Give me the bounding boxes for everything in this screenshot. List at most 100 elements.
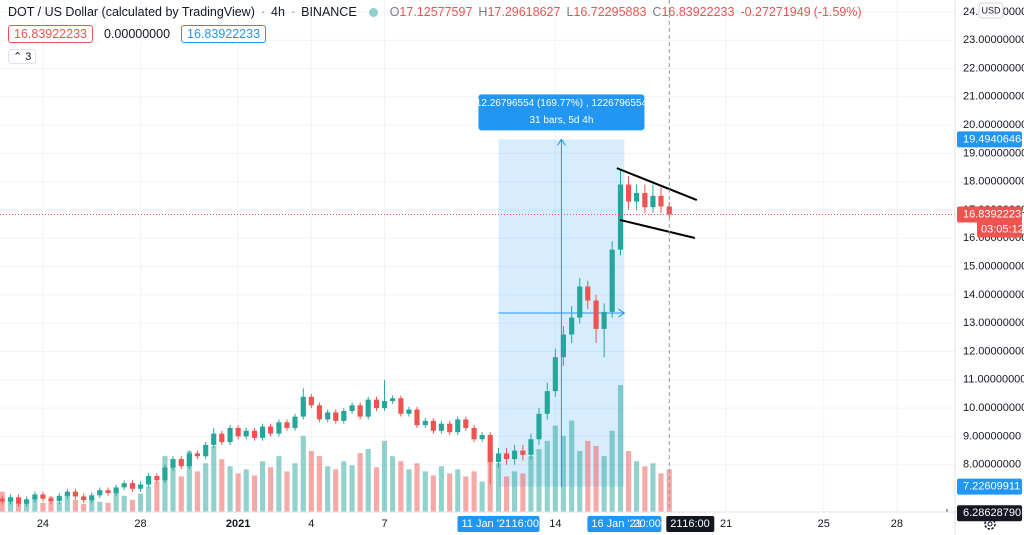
status-dot — [368, 7, 378, 17]
candle-body — [438, 423, 444, 431]
volume-bar — [186, 451, 192, 512]
candle-body — [471, 427, 477, 440]
volume-bar — [137, 493, 144, 512]
volume-bar — [398, 461, 404, 512]
cursor-time-label: 21 — [670, 518, 682, 530]
countdown-label-bg — [977, 221, 1022, 238]
candle-body — [642, 193, 648, 208]
volume-bar — [528, 456, 534, 512]
candle-body — [398, 398, 404, 414]
volume-bar — [146, 486, 152, 512]
y-tick-label: 23.00000000 — [963, 34, 1024, 46]
candle-body — [593, 300, 599, 329]
volume-bar — [585, 440, 591, 512]
dot-sep: · — [290, 5, 296, 19]
y-tick-label: 14.00000000 — [963, 289, 1024, 301]
measure-start-label: 16:00 — [511, 518, 539, 530]
volume-bar — [349, 465, 355, 512]
candle-body — [528, 439, 534, 455]
volume-bar — [447, 473, 453, 512]
candle-body — [357, 405, 363, 417]
trendline — [616, 167, 698, 202]
volume-bar — [390, 456, 396, 512]
measure-high-label: 19.49406464 — [963, 133, 1024, 145]
volume-bar — [40, 502, 46, 512]
candle-body — [577, 286, 583, 318]
candle-body — [89, 495, 95, 501]
ohlc-letter: H — [478, 5, 488, 19]
x-tick-label: 2021 — [226, 518, 250, 530]
ohlc-letter: L — [566, 5, 574, 19]
candle-body — [390, 398, 396, 402]
volume-bar — [89, 497, 95, 512]
dot-sep: · — [260, 5, 266, 19]
volume-bar — [56, 501, 62, 512]
ohlc-value: 17.12577597 — [399, 5, 473, 19]
candle-body — [284, 422, 290, 428]
x-tick-label: 25 — [818, 518, 830, 530]
candle-body — [56, 495, 62, 501]
measure-end-label: 20:00 — [633, 518, 661, 530]
volume-bar — [414, 463, 420, 512]
volume-bar — [64, 493, 70, 512]
volume-bar — [495, 463, 502, 512]
buy-button[interactable]: 16.83922233 — [181, 25, 267, 43]
candle-body — [601, 311, 607, 329]
y-tick-label: 9.00000000 — [963, 430, 1021, 442]
volume-bar — [292, 463, 298, 512]
candle-body — [64, 491, 70, 496]
spread: 0.00000000 — [99, 26, 176, 42]
currency-button[interactable]: USD — [981, 5, 1001, 15]
volume-bar — [15, 503, 22, 512]
settings-icon[interactable] — [984, 518, 996, 530]
candle-body — [137, 484, 144, 489]
candle-body — [487, 435, 493, 462]
ohlc-value: 17.29618627 — [487, 5, 561, 19]
volume-bar — [170, 466, 176, 512]
candle-body — [365, 399, 371, 417]
indicator-count: 3 — [25, 50, 32, 63]
candle-body — [308, 396, 314, 406]
symbol-title[interactable]: DOT / US Dollar (calculated by TradingVi… — [8, 5, 255, 19]
volume-bar — [520, 473, 526, 512]
price-axis-bg — [955, 0, 1024, 535]
interval[interactable]: 4h — [271, 5, 285, 19]
volume-bar — [121, 495, 127, 512]
x-tick-label: 14 — [549, 518, 561, 530]
measure-low-label: 7.22609911 — [963, 481, 1020, 493]
candle-body — [406, 409, 412, 414]
cursor-time-label: 16:00 — [682, 518, 710, 530]
candle-body — [349, 405, 355, 411]
last-price-label-bg — [957, 206, 1022, 223]
candle-body — [569, 317, 575, 335]
volume-bar — [569, 420, 575, 512]
measure-end-label: 16 Jan '21 — [591, 518, 641, 530]
indicators-toggle[interactable]: ⌃ 3 — [8, 48, 37, 64]
volume-bar — [308, 451, 314, 512]
volume-bar — [544, 440, 550, 512]
volume-bar — [503, 476, 510, 512]
volume-bar — [24, 501, 30, 512]
candle-body — [203, 444, 209, 457]
volume-bar — [430, 475, 436, 512]
candle-body — [455, 419, 461, 433]
volume-bar — [211, 445, 217, 512]
candle-body — [503, 453, 510, 460]
candle-body — [300, 396, 306, 417]
candle-body — [154, 476, 160, 481]
volume-bar — [316, 456, 322, 512]
candle-body — [617, 184, 624, 250]
volume-bar — [455, 469, 461, 512]
sell-button[interactable]: 16.83922233 — [8, 25, 93, 43]
candle-body — [463, 419, 469, 428]
candle-body — [333, 412, 339, 421]
candle-body — [268, 426, 274, 434]
candle-body — [650, 195, 656, 208]
volume-bar — [536, 449, 542, 512]
candle-body — [634, 193, 640, 202]
candle-body — [585, 286, 591, 301]
volume-bar — [162, 456, 168, 512]
volume-bar — [113, 489, 119, 512]
candle-body — [536, 413, 542, 440]
candle-body — [658, 195, 664, 207]
